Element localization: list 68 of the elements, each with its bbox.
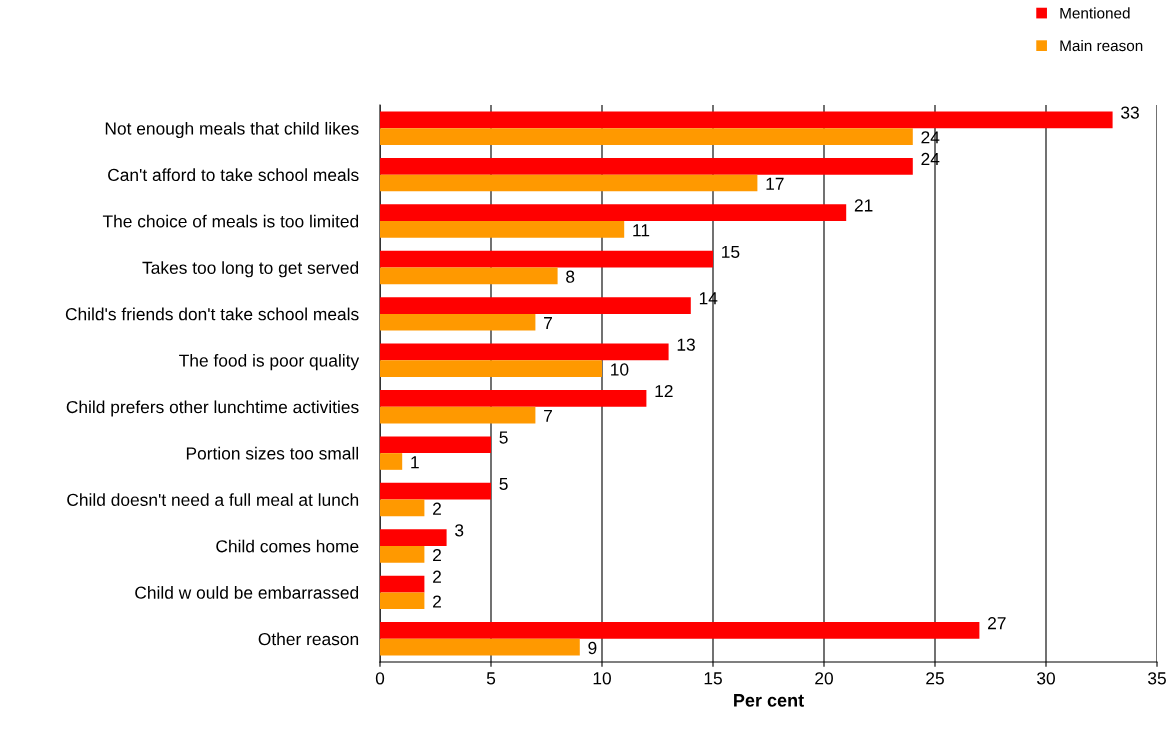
data-label: 5: [499, 477, 508, 491]
bar: [380, 499, 425, 517]
x-tick-label: 25: [926, 672, 944, 685]
y-tick-label: Child comes home: [216, 539, 359, 553]
data-label: 11: [633, 224, 650, 237]
y-tick-label: Child prefers other lunchtime activities: [66, 400, 359, 417]
data-label: 2: [433, 570, 441, 583]
data-label: 33: [1121, 106, 1139, 119]
x-tick-label: 0: [375, 672, 385, 685]
bar: [380, 390, 647, 407]
bar: [380, 267, 558, 285]
data-label: 1: [411, 456, 419, 469]
bar: [380, 297, 691, 314]
bar: [380, 157, 913, 175]
data-label: 3: [455, 524, 464, 537]
data-label: 7: [544, 317, 552, 330]
y-tick-label: Child's friends don't take school meals: [65, 307, 359, 321]
x-tick-label: 10: [593, 672, 611, 685]
data-label: 8: [566, 270, 575, 283]
y-tick-label: Not enough meals that child likes: [105, 121, 359, 139]
bar: [380, 360, 602, 377]
data-label: 2: [433, 549, 441, 562]
bar: [380, 482, 491, 500]
data-label: 5: [499, 431, 508, 444]
y-tick-label: The choice of meals is too limited: [102, 214, 359, 228]
legend-label: Main reason: [1060, 39, 1143, 52]
bar: [380, 111, 1113, 129]
bar: [380, 545, 425, 563]
bar: [380, 622, 980, 639]
x-tick-label: 5: [486, 672, 496, 685]
data-label: 9: [588, 641, 597, 655]
bar: [380, 592, 425, 610]
data-label: 2: [433, 502, 441, 515]
bar: [380, 343, 669, 361]
data-label: 2: [433, 595, 441, 608]
bar: [380, 250, 713, 268]
bar: [380, 174, 758, 192]
legend-label: Mentioned: [1060, 7, 1130, 19]
y-tick-label: The food is poor quality: [179, 354, 360, 371]
y-tick-label: Other reason: [258, 632, 359, 646]
data-label: 21: [854, 199, 873, 212]
data-label: 17: [766, 177, 784, 190]
bar: [380, 575, 425, 593]
y-tick-label: Child w ould be embarrassed: [135, 586, 359, 599]
bar: [380, 204, 847, 222]
x-tick-label: 30: [1037, 672, 1055, 685]
bar: [380, 436, 491, 454]
data-label: 10: [611, 363, 629, 376]
data-label: 12: [655, 384, 673, 398]
data-label: 7: [544, 409, 552, 422]
bar: [380, 406, 536, 424]
bar: [380, 313, 536, 331]
bar: [380, 221, 625, 238]
bar: [380, 638, 580, 656]
y-tick-label: Child doesn't need a full meal at lunch: [67, 493, 359, 506]
y-tick-label: Can't afford to take school meals: [108, 168, 359, 182]
y-tick-label: Takes too long to get served: [142, 261, 359, 278]
data-label: 15: [722, 245, 740, 258]
x-tick-label: 35: [1148, 672, 1166, 685]
data-label: 13: [677, 338, 695, 351]
y-tick-label: Portion sizes too small: [186, 446, 359, 460]
x-tick-label: 20: [815, 672, 833, 685]
bar: [380, 453, 403, 470]
data-label: 27: [988, 617, 1006, 630]
x-axis-title: Per cent: [734, 694, 804, 707]
bar: [380, 128, 913, 145]
x-tick-label: 15: [704, 672, 722, 685]
bar: [380, 529, 447, 546]
